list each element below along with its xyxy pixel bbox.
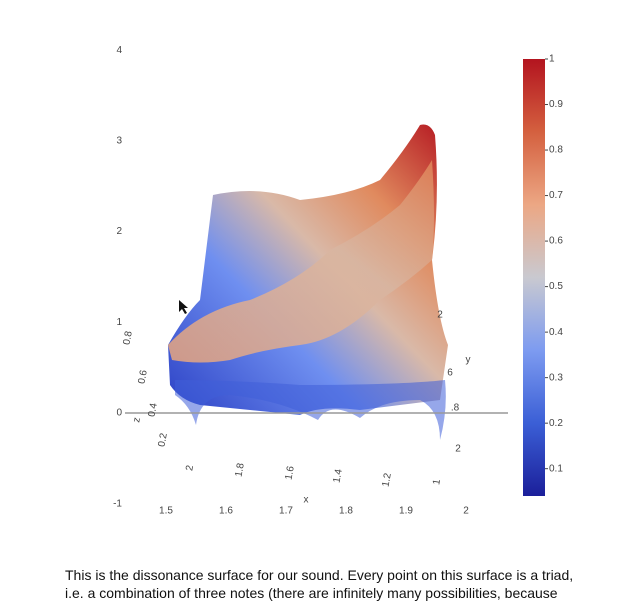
y-tick-label: 1.2 (381, 472, 394, 488)
z-tick-label: 0.4 (147, 402, 160, 418)
z-tick-label: 1 (116, 317, 122, 328)
surface-ridge (168, 160, 434, 363)
z-tick-label: 3 (116, 136, 122, 147)
y-axis-label: y (466, 355, 471, 366)
colorbar-tick-label: 0.3 (549, 372, 563, 383)
cursor (179, 300, 188, 314)
z-tick-label: 0.2 (157, 432, 170, 448)
caption-line: This is the dissonance surface for our s… (65, 567, 573, 583)
y-tick-label: 2 (184, 464, 196, 472)
z-tick-label: -1 (113, 498, 122, 509)
colorbar-tick-label: 0.9 (549, 99, 563, 110)
x-tick-label: 1.7 (279, 506, 293, 517)
side-tick-label: 2 (455, 444, 461, 455)
colorbar-tick-label: 0.1 (549, 463, 563, 474)
z-tick-label: 0.6 (137, 369, 150, 385)
colorbar-tick-label: 0.2 (549, 418, 563, 429)
side-tick-label: 2 (437, 310, 443, 321)
x-tick-label: 1.8 (339, 506, 353, 517)
side-tick-label: 6 (447, 368, 453, 379)
z-tick-label: 4 (116, 45, 122, 56)
x-tick-label: 1.6 (219, 506, 233, 517)
surface (168, 124, 448, 440)
y-tick-label: 1 (431, 478, 443, 486)
side-tick-label: .8 (451, 403, 460, 414)
y-tick-label: 1.4 (332, 468, 345, 484)
y-tick-label: 1.6 (284, 465, 297, 481)
y-tick-label: 1.8 (234, 462, 247, 478)
colorbar-tick-label: 0.8 (549, 145, 563, 156)
z-axis-label: z (131, 417, 143, 424)
colorbar-tick-label: 1 (549, 54, 555, 65)
colorbar-tick-label: 0.6 (549, 236, 563, 247)
surface-front (175, 380, 446, 440)
z-tick-label: 0 (116, 408, 122, 419)
colorbar (523, 59, 545, 496)
x-tick-label: 2 (463, 506, 469, 517)
z-tick-label: 0.8 (122, 330, 135, 346)
x-tick-label: 1.9 (399, 506, 413, 517)
colorbar-tick-label: 0.4 (549, 327, 563, 338)
x-axis-label: x (304, 495, 309, 506)
caption-line: i.e. a combination of three notes (there… (65, 585, 558, 601)
colorbar-tick-label: 0.7 (549, 190, 563, 201)
z-tick-label: 2 (116, 226, 122, 237)
colorbar-tick-label: 0.5 (549, 281, 563, 292)
x-tick-label: 1.5 (159, 506, 173, 517)
